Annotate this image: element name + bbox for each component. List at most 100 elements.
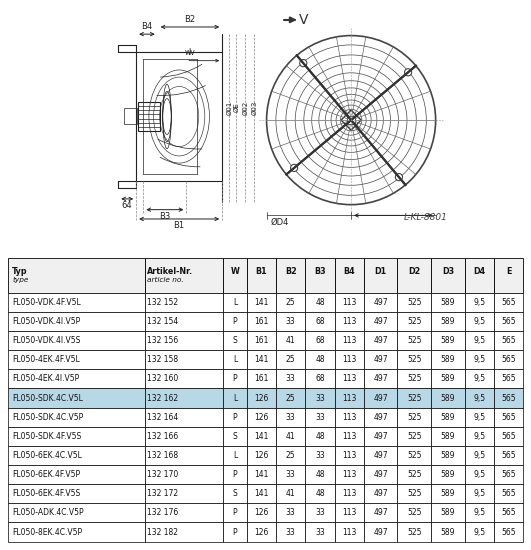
- Bar: [305, 408, 335, 427]
- Bar: [465, 258, 494, 293]
- Text: 48: 48: [315, 298, 325, 307]
- Text: FL050-SDK.4C.V5P: FL050-SDK.4C.V5P: [12, 412, 83, 422]
- Bar: [494, 484, 523, 503]
- Bar: [494, 408, 523, 427]
- Text: 48: 48: [315, 355, 325, 364]
- Text: 33: 33: [286, 375, 296, 383]
- Text: 33: 33: [286, 412, 296, 422]
- Text: 113: 113: [342, 470, 356, 479]
- Bar: [223, 331, 247, 350]
- Bar: [276, 350, 305, 370]
- Text: 9,5: 9,5: [473, 317, 485, 326]
- Bar: [8, 484, 145, 503]
- Bar: [397, 427, 431, 446]
- Bar: [247, 446, 276, 465]
- Text: 589: 589: [441, 317, 455, 326]
- Text: 565: 565: [501, 451, 516, 460]
- Text: 141: 141: [254, 298, 269, 307]
- Text: 589: 589: [441, 394, 455, 403]
- Text: P: P: [233, 412, 237, 422]
- Bar: [223, 503, 247, 522]
- Bar: [276, 388, 305, 408]
- Bar: [364, 331, 397, 350]
- Text: B3: B3: [314, 267, 326, 276]
- Text: 497: 497: [373, 394, 388, 403]
- Bar: [223, 388, 247, 408]
- Bar: [247, 293, 276, 312]
- Text: 9,5: 9,5: [473, 490, 485, 498]
- Bar: [276, 522, 305, 542]
- Text: 68: 68: [315, 336, 325, 345]
- Bar: [276, 465, 305, 484]
- Bar: [335, 465, 364, 484]
- Bar: [145, 350, 223, 370]
- Text: L: L: [233, 394, 237, 403]
- Text: 497: 497: [373, 317, 388, 326]
- Text: 41: 41: [286, 336, 296, 345]
- Bar: [223, 446, 247, 465]
- Text: D4: D4: [473, 267, 485, 276]
- Text: 113: 113: [342, 355, 356, 364]
- Bar: [494, 370, 523, 388]
- Text: 141: 141: [254, 490, 269, 498]
- Text: B2: B2: [285, 267, 297, 276]
- Text: w: w: [185, 48, 191, 57]
- Circle shape: [299, 59, 307, 67]
- Bar: [8, 331, 145, 350]
- Text: 525: 525: [407, 432, 422, 441]
- Text: 132 168: 132 168: [147, 451, 178, 460]
- Text: 497: 497: [373, 451, 388, 460]
- Text: P: P: [233, 470, 237, 479]
- Text: P: P: [233, 317, 237, 326]
- Bar: [397, 293, 431, 312]
- Text: 113: 113: [342, 490, 356, 498]
- Bar: [145, 446, 223, 465]
- Text: 48: 48: [315, 490, 325, 498]
- Bar: [431, 465, 465, 484]
- Circle shape: [405, 69, 412, 76]
- Text: 25: 25: [286, 394, 296, 403]
- Text: 525: 525: [407, 412, 422, 422]
- Text: 33: 33: [315, 451, 325, 460]
- Text: 497: 497: [373, 355, 388, 364]
- Bar: [431, 312, 465, 331]
- Text: 565: 565: [501, 375, 516, 383]
- Bar: [397, 503, 431, 522]
- Bar: [494, 350, 523, 370]
- Text: 497: 497: [373, 298, 388, 307]
- Text: 132 158: 132 158: [147, 355, 178, 364]
- Bar: [223, 465, 247, 484]
- Text: Ø01: Ø01: [226, 101, 233, 115]
- Bar: [494, 293, 523, 312]
- Bar: [145, 503, 223, 522]
- Bar: [8, 258, 145, 293]
- Text: 113: 113: [342, 394, 356, 403]
- Text: 497: 497: [373, 527, 388, 537]
- Text: 141: 141: [254, 355, 269, 364]
- Bar: [494, 446, 523, 465]
- Bar: [8, 465, 145, 484]
- Bar: [247, 408, 276, 427]
- Text: 9,5: 9,5: [473, 527, 485, 537]
- Text: 33: 33: [315, 394, 325, 403]
- Text: 126: 126: [254, 527, 269, 537]
- Text: 33: 33: [315, 508, 325, 518]
- Bar: [276, 370, 305, 388]
- Bar: [364, 408, 397, 427]
- Bar: [397, 522, 431, 542]
- Bar: [494, 465, 523, 484]
- Bar: [335, 388, 364, 408]
- Bar: [145, 258, 223, 293]
- Text: 113: 113: [342, 508, 356, 518]
- Bar: [465, 484, 494, 503]
- Bar: [431, 350, 465, 370]
- Text: D1: D1: [374, 267, 387, 276]
- Text: P: P: [233, 508, 237, 518]
- Bar: [431, 388, 465, 408]
- Text: 497: 497: [373, 336, 388, 345]
- Text: 525: 525: [407, 336, 422, 345]
- Bar: [364, 293, 397, 312]
- Bar: [276, 446, 305, 465]
- Bar: [223, 484, 247, 503]
- Text: 113: 113: [342, 527, 356, 537]
